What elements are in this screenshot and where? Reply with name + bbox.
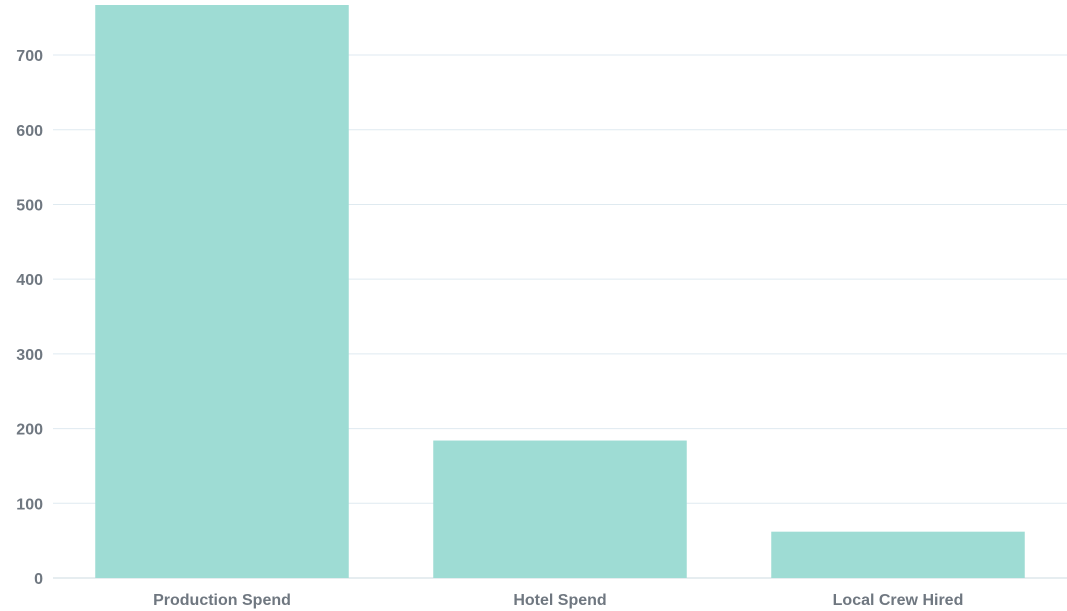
x-category-label: Local Crew Hired <box>833 592 964 609</box>
y-tick-label: 200 <box>16 422 43 439</box>
bar-production-spend <box>95 5 349 578</box>
x-category-label: Production Spend <box>153 592 291 609</box>
y-tick-label: 400 <box>16 272 43 289</box>
y-tick-label: 100 <box>16 496 43 513</box>
y-tick-label: 700 <box>16 48 43 65</box>
y-axis-ticks: 0 100 200 300 400 500 600 700 <box>16 48 43 588</box>
bar-local-crew-hired <box>771 531 1025 578</box>
y-tick-label: 300 <box>16 347 43 364</box>
y-tick-label: 500 <box>16 197 43 214</box>
x-axis-labels: Production Spend Hotel Spend Local Crew Hi… <box>153 592 963 609</box>
bar-hotel-spend <box>433 440 687 578</box>
x-category-label: Hotel Spend <box>513 592 606 609</box>
bars <box>95 5 1025 578</box>
y-tick-label: 600 <box>16 123 43 140</box>
y-tick-label: 0 <box>34 571 43 588</box>
